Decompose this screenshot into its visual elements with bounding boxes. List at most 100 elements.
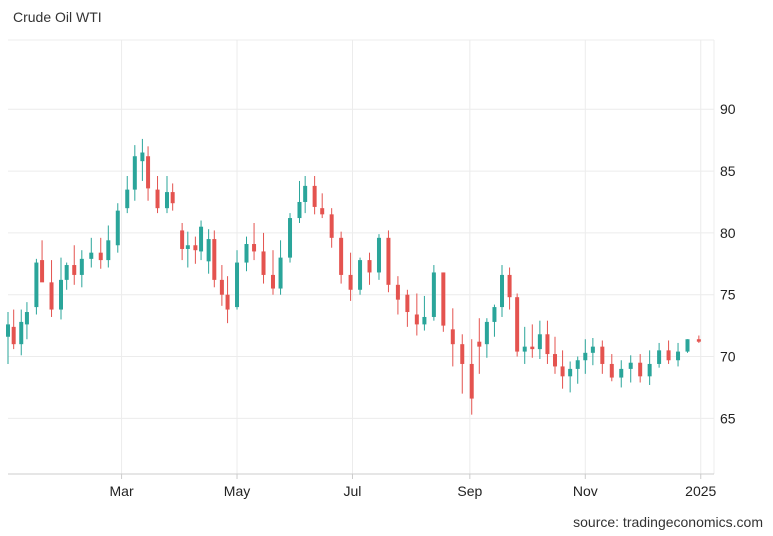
candle-body bbox=[219, 279, 224, 295]
y-axis-ticks: 65 70 75 80 85 90 bbox=[720, 101, 736, 426]
candle-body bbox=[297, 201, 302, 219]
candle-body bbox=[288, 218, 293, 258]
candle-body bbox=[34, 262, 39, 308]
axes bbox=[8, 473, 714, 479]
candle-body bbox=[583, 352, 588, 361]
candle-body bbox=[441, 272, 446, 326]
candle-body bbox=[6, 324, 10, 337]
candle-body bbox=[657, 350, 662, 364]
candle-body bbox=[132, 156, 137, 190]
candle-body bbox=[395, 284, 400, 300]
candle-body bbox=[477, 341, 482, 347]
candle-body bbox=[376, 237, 381, 273]
candles bbox=[6, 138, 701, 415]
y-tick-label: 65 bbox=[720, 410, 736, 426]
x-tick-label: Sep bbox=[457, 483, 482, 499]
candle-body bbox=[72, 265, 77, 275]
candle-body bbox=[507, 274, 512, 298]
grid-lines bbox=[8, 39, 715, 474]
candle-body bbox=[590, 346, 595, 353]
candle-body bbox=[568, 368, 573, 377]
y-tick-label: 80 bbox=[720, 225, 736, 241]
candle-body bbox=[358, 260, 363, 290]
chart-title: Crude Oil WTI bbox=[13, 9, 102, 25]
candle-body bbox=[180, 230, 185, 249]
candle-body bbox=[140, 152, 145, 162]
candle-body bbox=[320, 208, 325, 215]
candle-body bbox=[431, 272, 436, 317]
candle-body bbox=[40, 260, 45, 283]
candle-body bbox=[492, 307, 497, 322]
candle-body bbox=[367, 260, 372, 273]
candle-body bbox=[619, 368, 624, 378]
candle-body bbox=[312, 185, 317, 207]
candle-body bbox=[638, 362, 643, 377]
candle-body bbox=[106, 240, 111, 261]
y-tick-label: 85 bbox=[720, 163, 736, 179]
y-tick-label: 75 bbox=[720, 287, 736, 303]
candle-body bbox=[193, 245, 198, 251]
candle-body bbox=[329, 214, 334, 238]
candle-body bbox=[270, 274, 275, 289]
candle-body bbox=[125, 189, 130, 209]
candle-body bbox=[170, 192, 175, 204]
candle-body bbox=[212, 239, 217, 280]
candle-body bbox=[185, 245, 190, 249]
source-text: source: tradingeconomics.com bbox=[573, 514, 763, 530]
candle-body bbox=[676, 351, 681, 361]
candle-body bbox=[252, 244, 257, 252]
candle-body bbox=[628, 362, 633, 369]
candle-body bbox=[560, 366, 565, 377]
x-axis-ticks: Mar May Jul Sep Nov 2025 bbox=[110, 483, 717, 499]
candle-body bbox=[244, 244, 249, 263]
candle-body bbox=[575, 360, 580, 369]
candle-body bbox=[79, 258, 84, 275]
candle-body bbox=[469, 363, 474, 399]
candle-body bbox=[24, 312, 29, 325]
candle-body bbox=[303, 185, 308, 202]
candle-body bbox=[545, 334, 550, 355]
candle-body bbox=[206, 239, 211, 262]
candle-body bbox=[98, 252, 103, 261]
x-tick-label: Mar bbox=[110, 483, 134, 499]
candle-body bbox=[422, 316, 427, 325]
x-tick-label: May bbox=[224, 483, 250, 499]
candle-body bbox=[339, 237, 344, 275]
candle-body bbox=[115, 210, 120, 246]
candle-body bbox=[19, 321, 24, 345]
x-tick-label: Jul bbox=[344, 483, 362, 499]
candle-body bbox=[414, 314, 419, 325]
candle-body bbox=[600, 346, 605, 364]
candle-body bbox=[199, 226, 204, 252]
candle-body bbox=[460, 344, 465, 364]
candle-body bbox=[522, 346, 527, 352]
candle-body bbox=[164, 192, 169, 209]
candle-body bbox=[537, 334, 542, 350]
candle-body bbox=[225, 294, 230, 310]
candle-body bbox=[405, 294, 410, 313]
candle-body bbox=[146, 156, 151, 189]
candle-body bbox=[530, 346, 535, 350]
candle-body bbox=[89, 252, 94, 259]
y-tick-label: 90 bbox=[720, 101, 736, 117]
candle-body bbox=[666, 350, 671, 361]
candle-body bbox=[11, 326, 16, 345]
candle-body bbox=[261, 251, 266, 275]
candle-body bbox=[386, 237, 391, 285]
candle-body bbox=[515, 297, 520, 352]
candle-body bbox=[484, 321, 489, 345]
candle-body bbox=[500, 274, 505, 308]
x-tick-label: Nov bbox=[573, 483, 598, 499]
candle-body bbox=[348, 274, 353, 290]
candle-body bbox=[553, 354, 558, 367]
candle-body bbox=[647, 363, 652, 377]
candle-body bbox=[235, 262, 240, 308]
candle-body bbox=[49, 282, 54, 310]
candle-body bbox=[64, 265, 69, 280]
candle-body bbox=[609, 363, 614, 378]
candle-body bbox=[685, 339, 690, 352]
candle-body bbox=[155, 189, 160, 209]
y-tick-label: 70 bbox=[720, 349, 736, 365]
x-tick-label: 2025 bbox=[685, 483, 716, 499]
